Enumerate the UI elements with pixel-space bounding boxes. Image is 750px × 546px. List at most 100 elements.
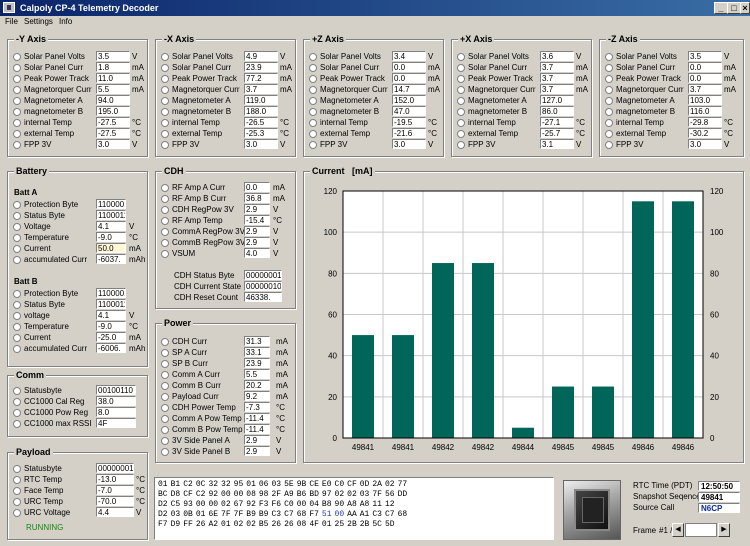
radio-button[interactable] (13, 334, 21, 342)
radio-button[interactable] (457, 108, 465, 116)
radio-button[interactable] (457, 86, 465, 94)
radio-button[interactable] (309, 97, 317, 105)
radio-button[interactable] (605, 97, 613, 105)
radio-button[interactable] (13, 409, 21, 417)
radio-button[interactable] (13, 108, 21, 116)
radio-button[interactable] (161, 393, 169, 401)
radio-button[interactable] (161, 415, 169, 423)
radio-button[interactable] (605, 141, 613, 149)
radio-button[interactable] (309, 119, 317, 127)
radio-button[interactable] (161, 53, 169, 61)
radio-button[interactable] (605, 53, 613, 61)
frame-prev-button[interactable]: ◀ (672, 523, 684, 537)
radio-button[interactable] (309, 130, 317, 138)
radio-button[interactable] (161, 184, 169, 192)
radio-button[interactable] (161, 228, 169, 236)
radio-button[interactable] (13, 312, 21, 320)
radio-button[interactable] (457, 141, 465, 149)
radio-button[interactable] (161, 119, 169, 127)
radio-button[interactable] (605, 64, 613, 72)
radio-button[interactable] (161, 195, 169, 203)
radio-button[interactable] (13, 387, 21, 395)
minimize-button[interactable]: _ (714, 2, 728, 14)
frame-input[interactable] (685, 523, 717, 537)
radio-button[interactable] (161, 86, 169, 94)
hex-byte: F3 (258, 500, 269, 509)
radio-button[interactable] (13, 130, 21, 138)
radio-button[interactable] (13, 223, 21, 231)
radio-button[interactable] (13, 476, 21, 484)
radio-button[interactable] (605, 119, 613, 127)
radio-button[interactable] (13, 290, 21, 298)
radio-button[interactable] (605, 108, 613, 116)
radio-button[interactable] (309, 141, 317, 149)
field-value-voltage: 4.1 (96, 310, 126, 320)
radio-button[interactable] (161, 349, 169, 357)
radio-button[interactable] (13, 487, 21, 495)
menu-file[interactable]: File (5, 17, 18, 26)
radio-button[interactable] (13, 53, 21, 61)
radio-button[interactable] (161, 448, 169, 456)
radio-button[interactable] (13, 301, 21, 309)
menu-settings[interactable]: Settings (24, 17, 53, 26)
radio-button[interactable] (161, 217, 169, 225)
radio-button[interactable] (161, 97, 169, 105)
radio-button[interactable] (161, 250, 169, 258)
radio-button[interactable] (13, 75, 21, 83)
radio-button[interactable] (309, 53, 317, 61)
radio-button[interactable] (161, 239, 169, 247)
radio-button[interactable] (161, 371, 169, 379)
radio-button[interactable] (309, 64, 317, 72)
maximize-button[interactable]: □ (727, 2, 741, 14)
radio-button[interactable] (161, 382, 169, 390)
radio-button[interactable] (161, 75, 169, 83)
radio-button[interactable] (13, 234, 21, 242)
radio-button[interactable] (605, 130, 613, 138)
menu-info[interactable]: Info (59, 17, 73, 26)
close-button[interactable]: × (740, 2, 750, 14)
radio-button[interactable] (161, 360, 169, 368)
radio-button[interactable] (161, 437, 169, 445)
radio-button[interactable] (605, 86, 613, 94)
group-plus-x-axis: +X Axis Solar Panel Volts 3.6 V Solar Panel… (451, 34, 592, 157)
radio-button[interactable] (309, 86, 317, 94)
radio-button[interactable] (13, 256, 21, 264)
radio-button[interactable] (457, 130, 465, 138)
radio-button[interactable] (161, 426, 169, 434)
radio-button[interactable] (13, 245, 21, 253)
radio-button[interactable] (161, 130, 169, 138)
radio-button[interactable] (13, 345, 21, 353)
window-titlebar[interactable]: Calpoly CP-4 Telemetry Decoder _ □ × (0, 0, 750, 16)
hex-byte: 12 (384, 500, 395, 509)
radio-button[interactable] (13, 201, 21, 209)
radio-button[interactable] (13, 398, 21, 406)
radio-button[interactable] (13, 323, 21, 331)
radio-button[interactable] (13, 86, 21, 94)
radio-button[interactable] (13, 420, 21, 428)
radio-button[interactable] (457, 97, 465, 105)
radio-button[interactable] (13, 119, 21, 127)
radio-button[interactable] (13, 64, 21, 72)
radio-button[interactable] (161, 141, 169, 149)
radio-button[interactable] (605, 75, 613, 83)
radio-button[interactable] (309, 75, 317, 83)
radio-button[interactable] (13, 97, 21, 105)
radio-button[interactable] (457, 64, 465, 72)
radio-button[interactable] (13, 212, 21, 220)
radio-button[interactable] (309, 108, 317, 116)
radio-button[interactable] (161, 64, 169, 72)
bar (552, 386, 574, 438)
radio-button[interactable] (457, 119, 465, 127)
radio-button[interactable] (161, 338, 169, 346)
radio-button[interactable] (161, 404, 169, 412)
frame-next-button[interactable]: ▶ (718, 523, 730, 537)
radio-button[interactable] (457, 75, 465, 83)
radio-button[interactable] (161, 108, 169, 116)
radio-button[interactable] (457, 53, 465, 61)
radio-button[interactable] (161, 206, 169, 214)
field-value-rf-amp-temp: -15.4 (244, 215, 270, 225)
radio-button[interactable] (13, 509, 21, 517)
radio-button[interactable] (13, 465, 21, 473)
radio-button[interactable] (13, 141, 21, 149)
radio-button[interactable] (13, 498, 21, 506)
